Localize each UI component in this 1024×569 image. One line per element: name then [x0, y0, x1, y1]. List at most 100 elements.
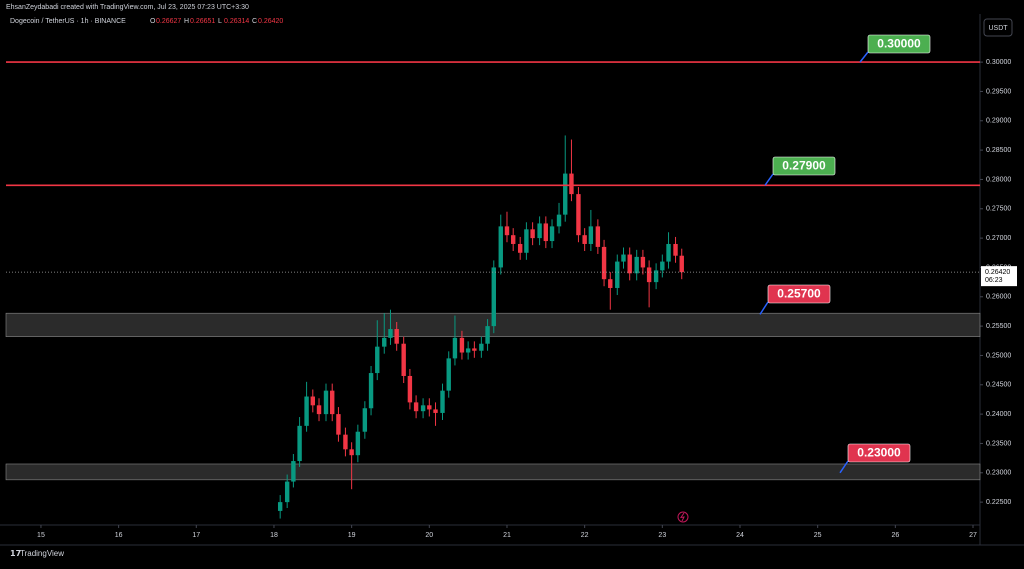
candle-body — [459, 337, 465, 353]
candle-body — [349, 449, 354, 456]
candle-body — [588, 226, 594, 244]
x-tick-label: 15 — [37, 532, 45, 539]
currency: USDT — [988, 25, 1008, 32]
y-tick-label: 0.30000 — [986, 59, 1011, 66]
candle-body — [452, 337, 458, 359]
x-tick-label: 22 — [581, 532, 589, 539]
event-icon-bolt — [679, 512, 685, 522]
candle-body — [485, 326, 490, 344]
author-line: EhsanZeydabadi created with TradingView.… — [6, 4, 249, 11]
candle-body — [569, 173, 574, 195]
candle-body — [634, 256, 639, 274]
x-tick-label: 16 — [115, 532, 123, 539]
y-tick-label: 0.28500 — [986, 147, 1011, 154]
candle-body — [543, 223, 549, 242]
last-price-box — [981, 266, 1017, 287]
candle-body — [627, 254, 632, 274]
event-icon[interactable] — [677, 511, 689, 523]
candle-body — [310, 396, 316, 406]
candle-body — [615, 261, 620, 288]
x-tick-label: 19 — [348, 532, 356, 539]
candle-body — [517, 243, 523, 253]
y-tick-label: 0.29000 — [986, 118, 1011, 125]
x-tick-label: 24 — [736, 532, 744, 539]
candle-body — [498, 226, 503, 268]
candle-body — [673, 243, 678, 256]
candle-body — [394, 329, 399, 344]
candle-body — [427, 405, 432, 410]
y-tick-label: 0.25000 — [986, 352, 1011, 359]
level-label: 0.27900 — [782, 159, 826, 173]
candle-body — [556, 214, 562, 227]
footer-brand: TradingView — [20, 549, 64, 558]
candle-body — [491, 267, 496, 327]
level-label: 0.23000 — [857, 446, 901, 460]
chart-title: Dogecoin / TetherUS · 1h · BINANCE — [10, 18, 126, 25]
candle-body — [316, 405, 322, 415]
ohlc-value: 0.26314 — [224, 18, 249, 25]
level-label: 0.30000 — [877, 37, 921, 51]
candle-body — [368, 373, 374, 409]
y-tick-label: 0.22500 — [986, 499, 1011, 506]
candle-body — [530, 229, 535, 239]
label-pointer — [859, 51, 869, 63]
candle-body — [375, 346, 380, 374]
ohlc-label: L — [218, 18, 222, 25]
candle-body — [355, 431, 361, 456]
candle-body — [336, 414, 341, 435]
y-tick-label: 0.26000 — [986, 294, 1011, 301]
candle-body — [666, 243, 671, 262]
candle-body — [291, 461, 296, 482]
ohlc-label: O — [150, 18, 156, 25]
y-tick-label: 0.27000 — [986, 235, 1011, 242]
ohlc-label: H — [184, 18, 189, 25]
ohlc-value: 0.26627 — [156, 18, 181, 25]
candle-body — [465, 348, 471, 353]
candle-body — [549, 226, 555, 242]
candle-body — [304, 396, 309, 426]
candle-body — [323, 390, 329, 415]
candle-body — [563, 173, 568, 215]
x-tick-label: 18 — [270, 532, 278, 539]
x-tick-label: 27 — [969, 532, 977, 539]
candle-body — [407, 375, 413, 403]
level-label-box — [847, 443, 911, 463]
candle-body — [621, 254, 626, 262]
x-tick-label: 21 — [503, 532, 511, 539]
candle-body — [660, 261, 665, 271]
candle-body — [297, 425, 302, 462]
candle-body — [640, 256, 646, 268]
label-pointer — [764, 173, 774, 186]
candle-body — [362, 408, 368, 432]
y-tick-label: 0.25500 — [986, 323, 1011, 330]
y-tick-label: 0.27500 — [986, 206, 1011, 213]
y-tick-label: 0.29500 — [986, 88, 1011, 95]
x-tick-label: 23 — [658, 532, 666, 539]
candle-body — [582, 235, 587, 244]
y-tick-label: 0.24500 — [986, 382, 1011, 389]
countdown: 06:23 — [985, 277, 1003, 284]
x-tick-label: 17 — [192, 532, 200, 539]
x-tick-label: 20 — [425, 532, 433, 539]
ohlc-value: 0.26420 — [258, 18, 283, 25]
candle-body — [343, 434, 348, 450]
candle-body — [646, 267, 652, 283]
candle-body — [433, 409, 438, 413]
candle-body — [420, 405, 426, 412]
label-pointer — [839, 460, 849, 474]
candle-body — [510, 235, 516, 244]
candle-body — [601, 246, 607, 280]
candle-body — [401, 343, 406, 376]
candle-body — [479, 343, 484, 351]
level-label-box — [772, 156, 836, 176]
x-tick-label: 26 — [891, 532, 899, 539]
candle-body — [472, 348, 477, 351]
currency-box[interactable] — [983, 18, 1013, 37]
ohlc-label: C — [252, 18, 257, 25]
candle-body — [440, 390, 445, 413]
candle-body — [524, 229, 529, 253]
y-tick-label: 0.28000 — [986, 176, 1011, 183]
y-tick-label: 0.24000 — [986, 411, 1011, 418]
label-pointer — [759, 301, 769, 315]
